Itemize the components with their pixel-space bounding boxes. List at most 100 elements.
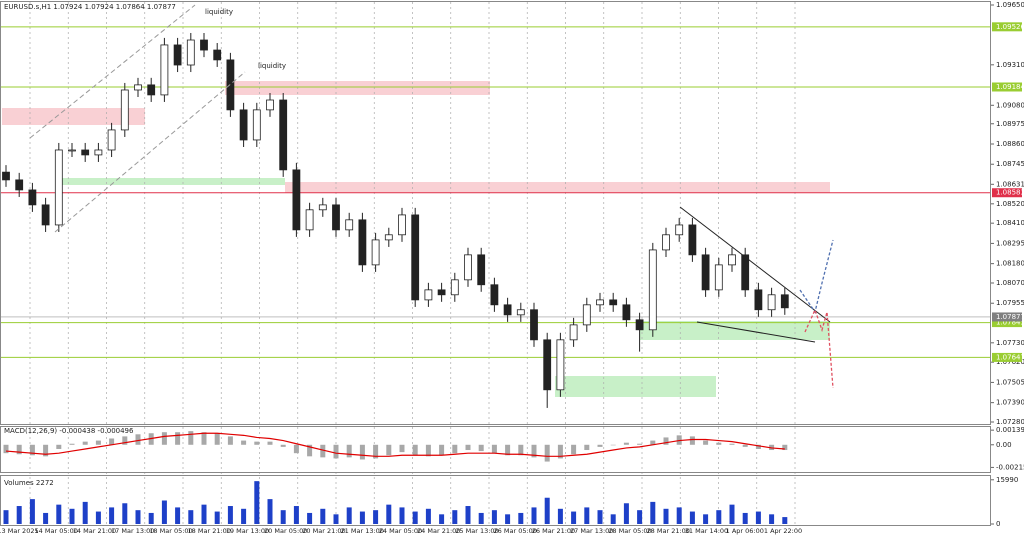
level-label: 1.09184 <box>996 83 1024 91</box>
candle-body <box>252 109 261 141</box>
volume-bar <box>452 510 458 524</box>
volume-bar <box>56 504 62 524</box>
volume-bar <box>280 510 286 524</box>
volume-bar <box>597 510 603 524</box>
macd-bar <box>650 440 656 445</box>
volume-bar <box>663 508 669 524</box>
candle-body <box>437 289 446 296</box>
annotation: liquidity <box>205 8 233 16</box>
volume-bar <box>188 510 194 524</box>
macd-bar <box>557 444 563 459</box>
volume-bar <box>227 506 233 524</box>
candle-body <box>450 279 459 296</box>
candle-body <box>714 264 723 291</box>
x-tick-label: 13 Mar 2025 <box>0 527 39 535</box>
level-label: 1.07845 <box>996 319 1024 327</box>
volume-bar <box>148 512 154 524</box>
trend-line <box>696 321 816 343</box>
volume-bar <box>254 481 260 524</box>
x-tick-label: 26 Mar 05:00 <box>494 527 537 535</box>
macd-bar <box>161 432 167 445</box>
macd-bar <box>201 432 207 445</box>
volume-bar <box>755 511 761 524</box>
candle-body <box>741 254 750 291</box>
volume-bar <box>386 504 392 524</box>
macd-bar <box>29 444 35 456</box>
macd-bar <box>742 444 748 447</box>
volume-bar <box>267 499 273 524</box>
volume-bar <box>122 503 128 524</box>
macd-bar <box>452 444 458 454</box>
macd-bar <box>386 444 392 456</box>
macd-bar <box>610 444 616 446</box>
x-tick-label: 28 Mar 21:00 <box>647 527 690 535</box>
y-tick-label: 15990 <box>996 476 1018 484</box>
candle-body <box>754 289 763 311</box>
candle-body <box>292 169 301 231</box>
macd-bar <box>755 444 761 449</box>
volume-bar <box>716 510 722 524</box>
volume-bar <box>43 512 49 524</box>
x-tick-label: 1 Apr 06:00 <box>726 527 764 535</box>
volume-bar <box>439 514 445 524</box>
macd-bar <box>254 441 260 445</box>
candle-body <box>490 284 499 306</box>
y-tick-label: 1.08745 <box>996 160 1024 168</box>
x-tick-label: 24 Mar 21:00 <box>417 527 460 535</box>
candle-body <box>530 309 538 341</box>
x-tick-label: 21 Mar 13:00 <box>341 527 384 535</box>
x-tick-label: 19 Mar 13:00 <box>226 527 269 535</box>
macd-bar <box>95 440 101 445</box>
candle-body <box>41 204 50 226</box>
candle-body <box>477 254 486 286</box>
supply-zone <box>285 182 830 193</box>
macd-bar <box>214 433 220 445</box>
volume-bar <box>544 497 550 524</box>
candle-body <box>464 254 472 281</box>
y-tick-label: 1.07280 <box>996 418 1024 426</box>
demand-zone <box>640 321 830 340</box>
volume-bar <box>293 506 299 524</box>
supply-zone <box>225 81 490 95</box>
x-tick-label: 27 Mar 13:00 <box>570 527 613 535</box>
channel-line <box>54 71 246 233</box>
macd-bar <box>505 444 511 456</box>
volume-bar <box>623 503 629 524</box>
volume-bar <box>95 511 101 524</box>
macd-bar <box>135 434 141 445</box>
macd-bar <box>399 444 405 453</box>
channel-line <box>29 4 196 139</box>
y-tick-label: 1.08520 <box>996 200 1024 208</box>
x-tick-label: 14 Mar 21:00 <box>73 527 116 535</box>
volume-frame <box>0 475 991 526</box>
volume-bar <box>491 510 497 524</box>
volume-bar <box>16 506 22 524</box>
macd-bar <box>293 444 299 454</box>
macd-bar <box>188 431 194 445</box>
candle-body <box>556 339 565 391</box>
macd-bar <box>241 440 247 445</box>
macd-bar <box>637 443 643 445</box>
volume-bar <box>571 511 577 524</box>
candle-body <box>28 189 37 206</box>
candle-body <box>305 209 314 231</box>
level-label-bg <box>992 188 1022 198</box>
macd-bar <box>689 436 695 445</box>
y-tick-label: 1.09080 <box>996 101 1024 109</box>
macd-bar <box>359 444 365 460</box>
candle-body <box>213 49 222 61</box>
candle-body <box>728 254 736 266</box>
y-tick-label: 1.09310 <box>996 61 1024 69</box>
macd-bar <box>439 444 445 456</box>
macd-bar <box>227 436 233 445</box>
volume-bar <box>505 514 511 524</box>
volume-bar <box>689 511 695 524</box>
candle-body <box>120 89 129 131</box>
y-tick-label: 1.09650 <box>996 1 1024 9</box>
level-label-bg <box>992 22 1022 32</box>
candle-body <box>688 224 697 256</box>
candle-body <box>622 304 631 321</box>
candle-body <box>635 319 644 331</box>
annotation: liquidity <box>258 62 286 70</box>
